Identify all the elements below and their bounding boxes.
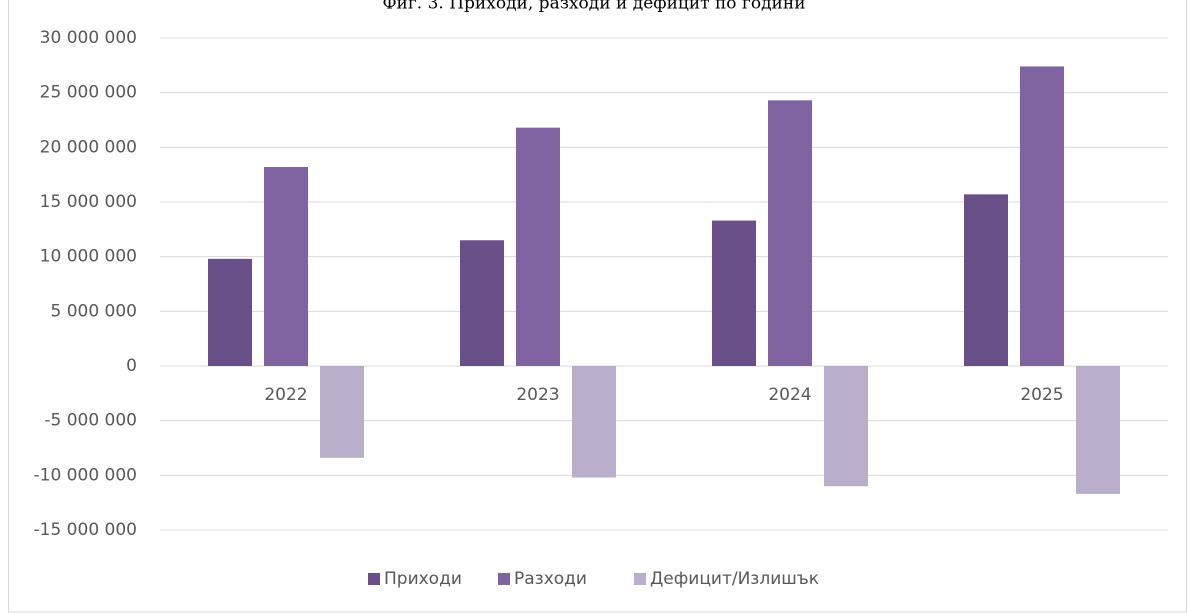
chart-frame <box>8 0 1187 613</box>
y-tick-label: -15 000 000 <box>34 520 137 540</box>
bar <box>1076 366 1120 494</box>
legend-swatch <box>498 573 510 585</box>
bar <box>460 240 504 366</box>
bar <box>824 366 868 487</box>
bar <box>712 220 756 366</box>
bar <box>208 258 252 366</box>
y-tick-label: 20 000 000 <box>40 137 137 157</box>
y-tick-label: 5 000 000 <box>50 301 137 321</box>
bar <box>1020 66 1064 366</box>
legend-label: Приходи <box>384 569 462 589</box>
chart-title: Фиг. 3. Приходи, разходи и дефицит по го… <box>382 0 805 14</box>
bar <box>572 366 616 478</box>
legend-label: Дефицит/Излишък <box>650 569 819 589</box>
y-tick-label: 25 000 000 <box>40 83 137 103</box>
x-tick-label: 2023 <box>516 385 559 405</box>
legend-label: Разходи <box>514 569 587 589</box>
legend-swatch <box>368 573 380 585</box>
y-tick-label: -10 000 000 <box>34 465 137 485</box>
legend-swatch <box>634 573 646 585</box>
bar <box>320 366 364 458</box>
x-tick-label: 2025 <box>1020 385 1063 405</box>
bar <box>264 167 308 366</box>
bar <box>516 127 560 366</box>
y-tick-label: 0 <box>126 356 137 376</box>
x-tick-label: 2022 <box>264 385 307 405</box>
bar <box>768 100 812 366</box>
y-tick-label: 30 000 000 <box>40 28 137 48</box>
y-tick-label: 15 000 000 <box>40 192 137 212</box>
y-tick-label: 10 000 000 <box>40 247 137 267</box>
bar <box>964 194 1008 366</box>
x-tick-label: 2024 <box>768 385 811 405</box>
y-tick-label: -5 000 000 <box>44 411 137 431</box>
